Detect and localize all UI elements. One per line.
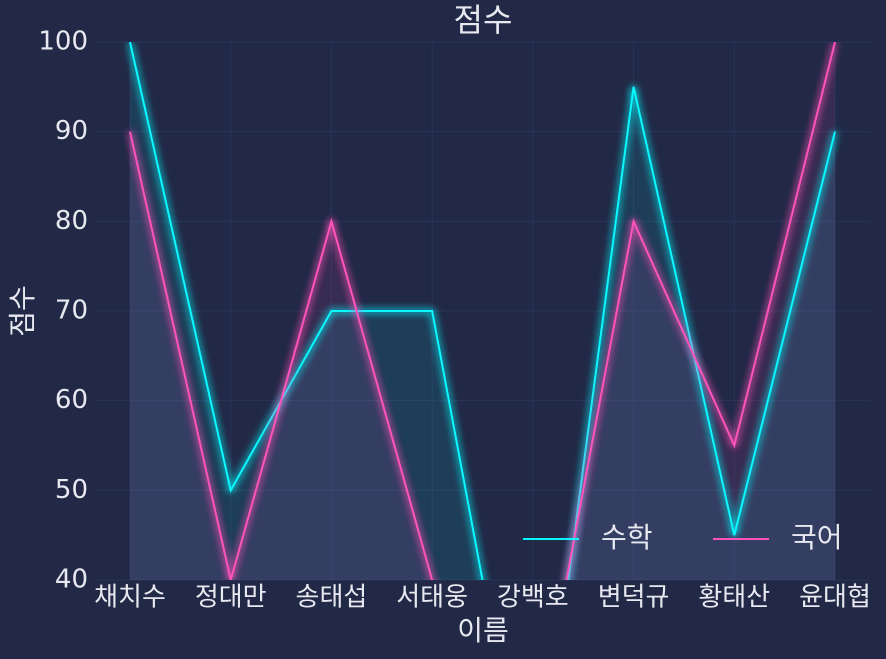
x-tick-label: 서태웅 (396, 583, 468, 613)
x-axis-label: 이름 (457, 614, 509, 647)
line (129, 42, 836, 580)
x-tick-label: 송태섭 (296, 583, 368, 613)
area-fill (130, 42, 835, 580)
y-tick-label: 90 (55, 116, 88, 146)
legend-label: 수학 (601, 521, 653, 554)
y-tick-label: 40 (55, 565, 88, 595)
x-tick-label: 정대만 (195, 583, 267, 613)
plot-area (129, 42, 836, 580)
y-tick-label: 80 (55, 206, 88, 236)
x-tick-label: 황태산 (698, 583, 770, 613)
x-tick-label: 강백호 (497, 583, 569, 613)
y-tick-label: 60 (55, 385, 88, 415)
x-tick-label: 변덕규 (598, 583, 670, 613)
y-tick-label: 70 (55, 296, 88, 326)
y-tick-label: 100 (38, 27, 88, 57)
x-tick-label: 채치수 (94, 583, 166, 613)
line (129, 42, 836, 580)
chart-title: 점수 (454, 1, 513, 39)
y-axis-label: 점수 (6, 285, 39, 337)
legend-label: 국어 (791, 521, 843, 554)
y-tick-label: 50 (55, 475, 88, 505)
area-fill (130, 42, 835, 580)
x-tick-label: 윤대협 (799, 583, 871, 613)
